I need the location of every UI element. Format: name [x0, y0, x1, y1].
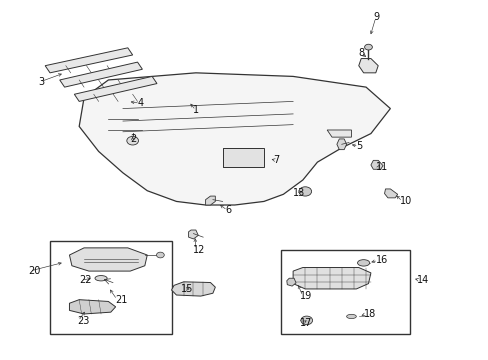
Ellipse shape [95, 275, 107, 281]
Polygon shape [205, 196, 215, 205]
Text: 8: 8 [358, 48, 364, 58]
Polygon shape [79, 73, 389, 205]
Polygon shape [188, 230, 198, 239]
Text: 11: 11 [375, 162, 387, 172]
Text: 14: 14 [416, 275, 428, 285]
Polygon shape [45, 48, 132, 73]
Polygon shape [69, 300, 116, 314]
Circle shape [126, 136, 138, 145]
Text: 17: 17 [300, 318, 312, 328]
Text: 16: 16 [375, 255, 387, 265]
Polygon shape [286, 278, 295, 286]
Polygon shape [384, 189, 397, 198]
Polygon shape [292, 267, 370, 289]
Polygon shape [74, 76, 157, 102]
Text: 21: 21 [116, 295, 128, 305]
Text: 1: 1 [193, 105, 199, 115]
Text: 18: 18 [363, 309, 375, 319]
Polygon shape [336, 139, 346, 150]
Text: 23: 23 [77, 316, 89, 326]
Text: 12: 12 [193, 245, 205, 255]
Text: 13: 13 [292, 188, 305, 198]
Bar [50, 241, 171, 334]
Text: 7: 7 [273, 156, 279, 165]
Text: 15: 15 [181, 284, 193, 294]
Polygon shape [171, 282, 215, 296]
Ellipse shape [357, 260, 369, 266]
Text: 2: 2 [130, 134, 136, 144]
Polygon shape [358, 59, 377, 73]
Text: 22: 22 [79, 275, 91, 285]
Circle shape [364, 44, 372, 50]
Polygon shape [370, 160, 382, 169]
Polygon shape [222, 148, 261, 167]
Text: 10: 10 [399, 197, 411, 206]
Text: 6: 6 [224, 205, 231, 215]
Text: 3: 3 [38, 77, 44, 87]
Polygon shape [60, 62, 142, 87]
Circle shape [156, 252, 164, 258]
Text: 9: 9 [372, 13, 379, 22]
Bar [281, 249, 409, 334]
Circle shape [298, 187, 311, 196]
Circle shape [300, 316, 312, 325]
Text: 5: 5 [356, 141, 362, 151]
Polygon shape [222, 148, 264, 167]
Ellipse shape [346, 314, 356, 319]
Polygon shape [326, 130, 351, 137]
Text: 19: 19 [300, 291, 312, 301]
Polygon shape [69, 248, 147, 271]
Text: 20: 20 [28, 266, 41, 276]
Text: 4: 4 [137, 98, 143, 108]
